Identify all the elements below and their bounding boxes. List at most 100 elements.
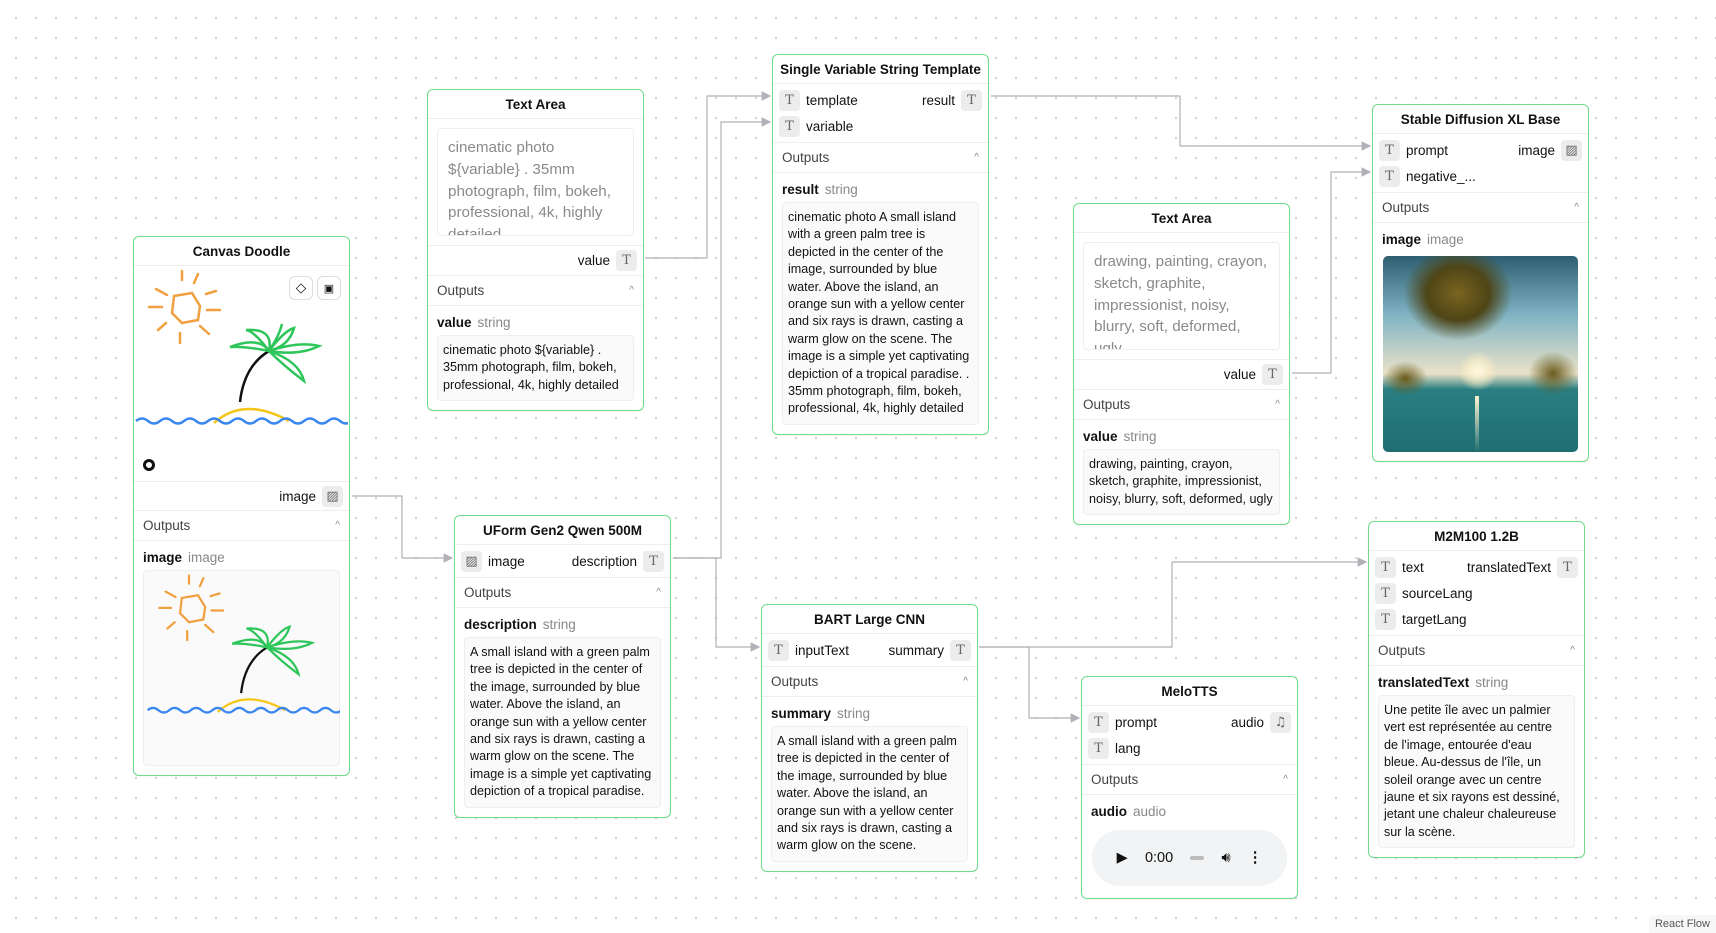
output-type: image	[188, 550, 225, 565]
chevron-up-icon: ^	[1574, 202, 1579, 213]
outputs-toggle[interactable]: Outputs ^	[455, 577, 670, 608]
input-label: variable	[806, 118, 854, 134]
output-name: audio	[1091, 804, 1127, 819]
text-type-icon[interactable]: T	[1375, 608, 1396, 630]
image-icon[interactable]: ▨	[461, 550, 482, 572]
node-title: MeloTTS	[1082, 677, 1297, 706]
output-name: translatedText	[1378, 675, 1470, 690]
output-label: image	[279, 488, 316, 504]
chevron-up-icon: ^	[1283, 774, 1288, 785]
chevron-up-icon: ^	[974, 152, 979, 163]
output-type: string	[837, 706, 871, 721]
input-label: inputText	[795, 642, 850, 658]
edge-uform-to-variable[interactable]	[673, 117, 772, 559]
edge-textarea2-to-sdxl-negative[interactable]	[1292, 167, 1372, 374]
input-label: negative_...	[1406, 168, 1476, 184]
outputs-toggle[interactable]: Outputs ^	[1082, 764, 1297, 795]
uform-node[interactable]: UForm Gen2 Qwen 500M ▨ image description T …	[454, 515, 671, 818]
output-type: image	[1427, 232, 1464, 247]
save-button[interactable]: ▣	[317, 276, 341, 300]
output-value: A small island with a green palm tree is…	[771, 726, 968, 862]
more-options-icon[interactable]: ⋮	[1247, 850, 1263, 866]
image-icon[interactable]: ▨	[1561, 139, 1582, 161]
audio-progress-slider[interactable]	[1190, 856, 1205, 860]
play-icon[interactable]: ▶	[1116, 850, 1128, 866]
outputs-toggle[interactable]: Outputs ^	[1369, 635, 1584, 666]
input-label: text	[1402, 559, 1424, 575]
volume-icon[interactable]: 🔊︎	[1221, 850, 1231, 866]
node-title: Text Area	[428, 90, 643, 119]
output-value: cinematic photo A small island with a gr…	[782, 202, 979, 425]
output-label: value	[1223, 367, 1256, 382]
edge-canvas-to-uform[interactable]	[352, 495, 454, 563]
text-area-node[interactable]: Text Area cinematic photo ${variable} . …	[427, 89, 644, 412]
brush-size-indicator[interactable]	[143, 459, 155, 471]
audio-player[interactable]: ▶ 0:00 🔊︎ ⋮	[1092, 830, 1287, 886]
outputs-toggle[interactable]: Outputs ^	[762, 666, 977, 697]
outputs-label: Outputs	[143, 518, 191, 533]
output-type: string	[477, 315, 511, 330]
text-type-icon[interactable]: T	[1379, 165, 1400, 187]
edge-template-to-sdxl-prompt[interactable]	[991, 95, 1372, 151]
text-type-icon[interactable]: T	[1557, 556, 1578, 578]
input-label: template	[806, 92, 858, 108]
edge-uform-to-bart[interactable]	[673, 557, 761, 652]
text-type-icon[interactable]: T	[616, 250, 637, 271]
text-type-icon[interactable]: T	[1262, 364, 1283, 385]
output-value: cinematic photo ${variable} . 35mm photo…	[437, 335, 634, 402]
text-area-input[interactable]: cinematic photo ${variable} . 35mm photo…	[437, 128, 634, 236]
output-label: translatedText	[1466, 559, 1551, 575]
text-type-icon[interactable]: T	[779, 89, 800, 111]
text-area-node[interactable]: Text Area drawing, painting, crayon, ske…	[1073, 203, 1290, 526]
output-value: Une petite île avec un palmier vert est …	[1378, 695, 1575, 849]
text-type-icon[interactable]: T	[1375, 582, 1396, 604]
input-label: targetLang	[1402, 611, 1467, 627]
text-type-icon[interactable]: T	[1088, 711, 1109, 733]
chevron-up-icon: ^	[1275, 399, 1280, 410]
output-header: image image	[134, 541, 349, 570]
text-type-icon[interactable]: T	[1088, 737, 1109, 759]
audio-time: 0:00	[1144, 850, 1174, 866]
output-label: description	[571, 553, 637, 569]
edge-textarea-to-template[interactable]	[645, 91, 772, 259]
text-type-icon[interactable]: T	[961, 89, 982, 111]
edge-bart-to-melotts[interactable]	[979, 646, 1081, 723]
text-type-icon[interactable]: T	[779, 115, 800, 137]
output-name: image	[1382, 232, 1422, 247]
image-icon[interactable]: ▨	[322, 485, 343, 507]
outputs-label: Outputs	[1083, 397, 1131, 412]
doodle-preview	[146, 574, 343, 714]
outputs-label: Outputs	[1091, 772, 1139, 787]
canvas-doodle-node[interactable]: Canvas Doodle ◇ ▣ image ▨ Outputs ^ image i…	[133, 236, 353, 776]
text-type-icon[interactable]: T	[768, 639, 789, 661]
output-label: value	[577, 253, 610, 268]
chevron-up-icon: ^	[963, 676, 968, 687]
text-type-icon[interactable]: T	[643, 550, 664, 572]
react-flow-attribution[interactable]: React Flow	[1648, 915, 1716, 933]
text-type-icon[interactable]: T	[1379, 139, 1400, 161]
text-type-icon[interactable]: T	[1375, 556, 1396, 578]
output-label: audio	[1230, 714, 1264, 730]
drawing-canvas[interactable]: ◇ ▣	[134, 266, 353, 482]
save-icon: ▣	[323, 282, 335, 295]
node-title: UForm Gen2 Qwen 500M	[455, 516, 670, 545]
outputs-toggle[interactable]: Outputs ^	[1074, 389, 1289, 420]
output-name: description	[464, 617, 537, 632]
outputs-toggle[interactable]: Outputs ^	[134, 510, 349, 541]
outputs-label: Outputs	[782, 150, 830, 165]
doodle-drawing	[135, 269, 353, 425]
outputs-toggle[interactable]: Outputs ^	[773, 142, 988, 173]
outputs-toggle[interactable]: Outputs ^	[1373, 192, 1588, 223]
eraser-button[interactable]: ◇	[289, 276, 313, 300]
text-type-icon[interactable]: T	[950, 639, 971, 661]
outputs-toggle[interactable]: Outputs ^	[428, 275, 643, 306]
outputs-label: Outputs	[1378, 643, 1426, 658]
edge-bart-to-m2m[interactable]	[979, 557, 1368, 648]
music-note-icon[interactable]: ♫	[1270, 711, 1291, 733]
text-area-input[interactable]: drawing, painting, crayon, sketch, graph…	[1083, 242, 1280, 350]
